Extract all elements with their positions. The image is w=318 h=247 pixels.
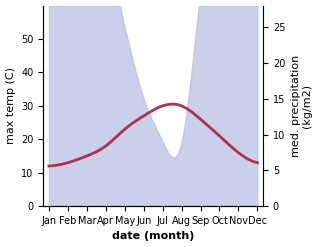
X-axis label: date (month): date (month) <box>112 231 194 242</box>
Y-axis label: max temp (C): max temp (C) <box>5 67 16 144</box>
Y-axis label: med. precipitation
(kg/m2): med. precipitation (kg/m2) <box>291 55 313 157</box>
